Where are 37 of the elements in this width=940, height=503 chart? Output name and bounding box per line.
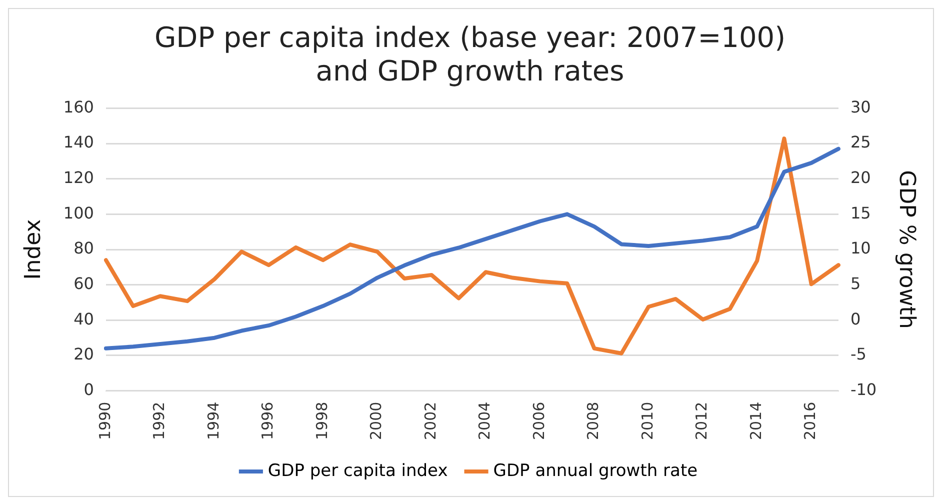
y2-tick-label: 30: [850, 97, 871, 116]
legend-label: GDP annual growth rate: [493, 460, 698, 481]
x-tick-label: 1994: [204, 402, 222, 440]
y-tick-label: 20: [74, 344, 94, 364]
y2-tick-label: 5: [850, 274, 861, 293]
x-tick-label: 1990: [96, 402, 114, 440]
x-tick-label: 2010: [638, 402, 656, 440]
x-tick-label: 2008: [584, 402, 602, 440]
y-tick-label: 100: [63, 203, 94, 222]
x-tick-label: 2000: [367, 402, 386, 440]
y-tick-label: 40: [74, 309, 94, 328]
y2-tick-label: -10: [850, 380, 877, 399]
x-tick-label: 1998: [312, 402, 331, 440]
y-axis-title: Index: [20, 219, 46, 280]
legend-label: GDP per capita index: [268, 460, 448, 481]
x-tick-label: 1996: [258, 402, 277, 440]
x-tick-label: 2014: [746, 402, 765, 440]
y-tick-label: 60: [74, 274, 94, 293]
y2-tick-label: 20: [850, 168, 871, 188]
y-tick-label: 120: [63, 168, 94, 188]
x-tick-label: 2012: [692, 402, 711, 440]
x-tick-label: 1992: [150, 402, 168, 440]
y2-tick-label: 15: [850, 203, 871, 222]
y-tick-label: 140: [63, 132, 94, 152]
y2-tick-label: 25: [850, 132, 871, 152]
x-tick-label: 2002: [421, 402, 440, 440]
chart-title: GDP per capita index (base year: 2007=100) and GDP growth rates: [154, 21, 786, 88]
y2-axis-title: GDP % growth: [894, 170, 920, 329]
y-tick-label: 160: [63, 97, 94, 116]
x-tick-label: 2016: [801, 402, 820, 440]
x-tick-label: 2004: [476, 402, 494, 440]
y-tick-label: 80: [74, 238, 94, 258]
y-tick-label: 0: [84, 380, 94, 399]
y2-tick-label: 10: [850, 238, 871, 258]
y2-tick-label: 0: [850, 309, 861, 328]
y2-tick-label: -5: [850, 344, 866, 364]
x-tick-label: 2006: [530, 402, 548, 440]
